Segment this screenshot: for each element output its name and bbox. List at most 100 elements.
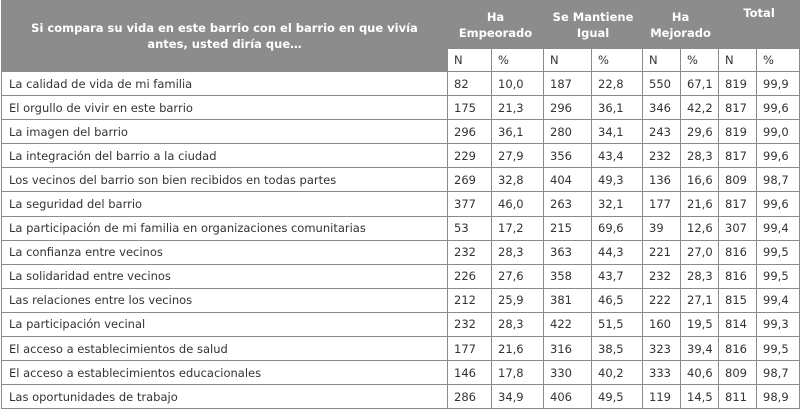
value-cell: 323 xyxy=(642,336,682,362)
row-label: Los vecinos del barrio son bien recibido… xyxy=(1,167,448,193)
value-cell: 99,3 xyxy=(756,311,800,338)
row-label: Las oportunidades de trabajo xyxy=(1,384,448,410)
value-cell: 815 xyxy=(718,287,758,313)
value-cell: 36,1 xyxy=(591,95,644,121)
value-cell: 32,1 xyxy=(591,191,644,217)
value-cell: 816 xyxy=(718,263,758,289)
value-cell: 814 xyxy=(718,311,758,338)
value-cell: 38,5 xyxy=(591,336,644,362)
table-row: Los vecinos del barrio son bien recibido… xyxy=(1,167,800,193)
value-cell: 296 xyxy=(447,119,492,145)
value-cell: 809 xyxy=(718,167,758,193)
table-row: La integración del barrio a la ciudad 229… xyxy=(1,143,800,169)
value-cell: 187 xyxy=(543,70,593,97)
value-cell: 99,9 xyxy=(756,70,800,97)
value-cell: 817 xyxy=(718,143,758,169)
value-cell: 243 xyxy=(642,119,682,145)
value-cell: 346 xyxy=(642,95,682,121)
value-cell: 816 xyxy=(718,239,758,265)
value-cell: 29,6 xyxy=(680,119,720,145)
table-row: El acceso a establecimientos educacional… xyxy=(1,360,800,386)
value-cell: 98,9 xyxy=(756,384,800,410)
table-row: Las oportunidades de trabajo 286 34,9 406 49… xyxy=(1,384,800,410)
value-cell: 229 xyxy=(447,143,492,169)
value-cell: 817 xyxy=(718,191,758,217)
value-cell: 819 xyxy=(718,119,758,145)
value-cell: 27,6 xyxy=(490,263,545,289)
value-cell: 21,3 xyxy=(490,95,545,121)
row-label: El acceso a establecimientos de salud xyxy=(1,336,448,362)
row-label: La confianza entre vecinos xyxy=(1,239,448,265)
row-label: El acceso a establecimientos educacional… xyxy=(1,360,448,386)
value-cell: 363 xyxy=(543,239,593,265)
subheader-cell: % xyxy=(680,48,720,72)
value-cell: 280 xyxy=(543,119,593,145)
value-cell: 819 xyxy=(718,70,758,97)
value-cell: 99,5 xyxy=(756,239,800,265)
value-cell: 34,1 xyxy=(591,119,644,145)
value-cell: 119 xyxy=(642,384,682,410)
value-cell: 817 xyxy=(718,95,758,121)
table-row: La participación de mi familia en organi… xyxy=(1,215,800,241)
table-row: La participación vecinal 232 28,3 422 51,5 16… xyxy=(1,311,800,338)
value-cell: 40,6 xyxy=(680,360,720,386)
value-cell: 422 xyxy=(543,311,593,338)
value-cell: 99,6 xyxy=(756,95,800,121)
value-cell: 809 xyxy=(718,360,758,386)
group-header: Se Mantiene Igual xyxy=(543,0,644,49)
value-cell: 99,5 xyxy=(756,263,800,289)
question-header: Si compara su vida en este barrio con el… xyxy=(1,0,448,72)
value-cell: 32,8 xyxy=(490,167,545,193)
value-cell: 21,6 xyxy=(490,336,545,362)
table-row: Las relaciones entre los vecinos 212 25,9 3… xyxy=(1,287,800,313)
table-row: La confianza entre vecinos 232 28,3 363 44,3… xyxy=(1,239,800,265)
value-cell: 44,3 xyxy=(591,239,644,265)
value-cell: 36,1 xyxy=(490,119,545,145)
row-label: La seguridad del barrio xyxy=(1,191,448,217)
value-cell: 99,5 xyxy=(756,336,800,362)
subheader-cell: % xyxy=(490,48,545,72)
value-cell: 99,4 xyxy=(756,215,800,241)
value-cell: 43,4 xyxy=(591,143,644,169)
value-cell: 19,5 xyxy=(680,311,720,338)
row-label: El orgullo de vivir en este barrio xyxy=(1,95,448,121)
value-cell: 17,2 xyxy=(490,215,545,241)
row-label: La solidaridad entre vecinos xyxy=(1,263,448,289)
value-cell: 406 xyxy=(543,384,593,410)
value-cell: 212 xyxy=(447,287,492,313)
row-label: La integración del barrio a la ciudad xyxy=(1,143,448,169)
value-cell: 22,8 xyxy=(591,70,644,97)
value-cell: 39 xyxy=(642,215,682,241)
value-cell: 46,5 xyxy=(591,287,644,313)
value-cell: 17,8 xyxy=(490,360,545,386)
value-cell: 21,6 xyxy=(680,191,720,217)
row-label: Las relaciones entre los vecinos xyxy=(1,287,448,313)
value-cell: 811 xyxy=(718,384,758,410)
value-cell: 16,6 xyxy=(680,167,720,193)
value-cell: 98,7 xyxy=(756,167,800,193)
value-cell: 99,4 xyxy=(756,287,800,313)
subheader-cell: N xyxy=(447,48,492,72)
value-cell: 175 xyxy=(447,95,492,121)
value-cell: 28,3 xyxy=(490,239,545,265)
value-cell: 232 xyxy=(447,239,492,265)
table-row: La imagen del barrio 296 36,1 280 34,1 243 29,… xyxy=(1,119,800,145)
value-cell: 356 xyxy=(543,143,593,169)
table-row: La calidad de vida de mi familia 82 10,0 18… xyxy=(1,70,800,97)
subheader-cell: N xyxy=(642,48,682,72)
value-cell: 99,6 xyxy=(756,143,800,169)
value-cell: 14,5 xyxy=(680,384,720,410)
value-cell: 27,9 xyxy=(490,143,545,169)
value-cell: 377 xyxy=(447,191,492,217)
value-cell: 222 xyxy=(642,287,682,313)
group-header: Ha Empeorado xyxy=(446,0,545,49)
value-cell: 232 xyxy=(447,311,492,338)
row-label: La participación vecinal xyxy=(1,311,448,338)
value-cell: 263 xyxy=(543,191,593,217)
value-cell: 42,2 xyxy=(680,95,720,121)
value-cell: 816 xyxy=(718,336,758,362)
value-cell: 160 xyxy=(642,311,682,338)
value-cell: 27,0 xyxy=(680,239,720,265)
value-cell: 49,5 xyxy=(591,384,644,410)
